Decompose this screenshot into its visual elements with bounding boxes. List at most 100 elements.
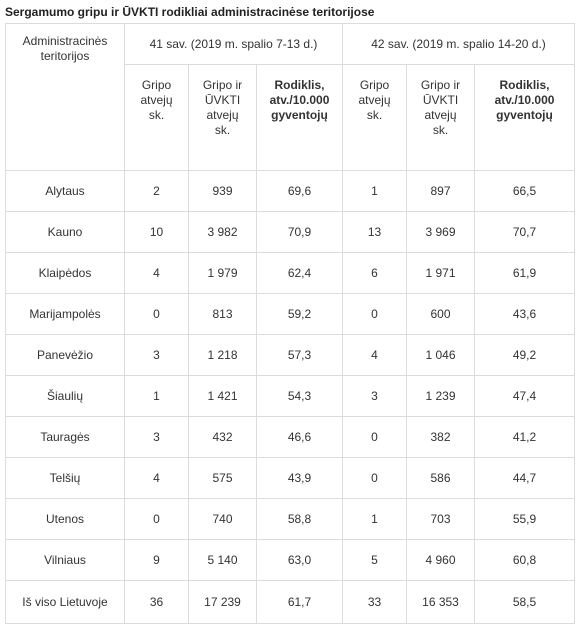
table-row: Kauno 10 3 982 70,9 13 3 969 70,7 [5, 211, 576, 253]
rate-w41: 70,9 [256, 211, 343, 253]
flu-ari-cases-w42: 3 969 [406, 211, 475, 253]
flu-cases-w41: 4 [124, 252, 189, 294]
flu-ari-cases-w41: 813 [188, 293, 257, 335]
rate-w42: 66,5 [473, 170, 576, 212]
flu-ari-cases-w41: 1 979 [188, 252, 257, 294]
flu-ari-cases-w41: 1 218 [188, 334, 257, 376]
rate-w42: 44,7 [473, 457, 576, 499]
table-row: Vilniaus 9 5 140 63,0 5 4 960 60,8 [5, 539, 576, 581]
flu-cases-w42: 6 [342, 252, 407, 294]
flu-cases-w42: 1 [342, 498, 407, 540]
table-row: Panevėžio 3 1 218 57,3 4 1 046 49,2 [5, 334, 576, 376]
flu-ari-cases-w41: 3 982 [188, 211, 257, 253]
flu-cases-w41: 3 [124, 416, 189, 458]
total-rate-w41: 61,7 [256, 580, 343, 624]
flu-ari-cases-w42: 382 [406, 416, 475, 458]
header-flu-ari-cases-w42: Gripo ir ŪVKTI atvejų sk. [406, 64, 475, 171]
flu-cases-w41: 9 [124, 539, 189, 581]
total-flu-cases-w41: 36 [124, 580, 189, 624]
header-admin-territories: Administracinės teritorijos [5, 23, 125, 171]
flu-cases-w41: 10 [124, 211, 189, 253]
rate-w41: 54,3 [256, 375, 343, 417]
flu-cases-w41: 4 [124, 457, 189, 499]
table-row: Telšių 4 575 43,9 0 586 44,7 [5, 457, 576, 499]
header-rate-w42: Rodiklis, atv./10.000 gyventojų [473, 64, 576, 171]
rate-w42: 47,4 [473, 375, 576, 417]
header-week-42: 42 sav. (2019 m. spalio 14-20 d.) [341, 23, 576, 65]
flu-ari-cases-w41: 575 [188, 457, 257, 499]
flu-ari-cases-w42: 1 239 [406, 375, 475, 417]
flu-cases-w42: 4 [342, 334, 407, 376]
flu-ari-cases-w41: 740 [188, 498, 257, 540]
table-row: Alytaus 2 939 69,6 1 897 66,5 [5, 170, 576, 212]
territory-name: Marijampolės [5, 293, 125, 335]
table-title: Sergamumo gripu ir ŪVKTI rodikliai admin… [5, 5, 375, 19]
flu-ari-cases-w42: 1 971 [406, 252, 475, 294]
flu-cases-w42: 13 [342, 211, 407, 253]
territory-name: Šiaulių [5, 375, 125, 417]
rate-w41: 57,3 [256, 334, 343, 376]
flu-cases-w41: 0 [124, 293, 189, 335]
table-row: Šiaulių 1 1 421 54,3 3 1 239 47,4 [5, 375, 576, 417]
flu-cases-w42: 0 [342, 293, 407, 335]
rate-w42: 43,6 [473, 293, 576, 335]
rate-w41: 62,4 [256, 252, 343, 294]
flu-statistics-table: Administracinės teritorijos 41 sav. (201… [5, 23, 576, 624]
header-flu-cases-w42: Gripo atvejų sk. [342, 64, 407, 171]
header-admin-line2: teritorijos [40, 49, 90, 63]
territory-name: Panevėžio [5, 334, 125, 376]
total-flu-cases-w42: 33 [342, 580, 407, 624]
flu-cases-w42: 0 [342, 416, 407, 458]
territory-name: Alytaus [5, 170, 125, 212]
flu-ari-cases-w41: 432 [188, 416, 257, 458]
territory-name: Klaipėdos [5, 252, 125, 294]
territory-name: Telšių [5, 457, 125, 499]
table-row: Tauragės 3 432 46,6 0 382 41,2 [5, 416, 576, 458]
rate-w41: 69,6 [256, 170, 343, 212]
flu-ari-cases-w42: 897 [406, 170, 475, 212]
table-row: Marijampolės 0 813 59,2 0 600 43,6 [5, 293, 576, 335]
flu-ari-cases-w42: 4 960 [406, 539, 475, 581]
rate-w41: 63,0 [256, 539, 343, 581]
flu-cases-w41: 2 [124, 170, 189, 212]
rate-w42: 61,9 [473, 252, 576, 294]
flu-ari-cases-w42: 600 [406, 293, 475, 335]
header-rate-w41: Rodiklis, atv./10.000 gyventojų [256, 64, 343, 171]
rate-w41: 43,9 [256, 457, 343, 499]
header-flu-cases-w41: Gripo atvejų sk. [124, 64, 189, 171]
flu-ari-cases-w42: 703 [406, 498, 475, 540]
total-rate-w42: 58,5 [473, 580, 576, 624]
flu-cases-w41: 3 [124, 334, 189, 376]
territory-name: Tauragės [5, 416, 125, 458]
total-label: Iš viso Lietuvoje [5, 580, 125, 624]
total-flu-ari-cases-w42: 16 353 [406, 580, 475, 624]
header-week-41: 41 sav. (2019 m. spalio 7-13 d.) [124, 23, 343, 65]
rate-w42: 60,8 [473, 539, 576, 581]
flu-cases-w42: 5 [342, 539, 407, 581]
territory-name: Kauno [5, 211, 125, 253]
flu-cases-w42: 0 [342, 457, 407, 499]
table-row: Utenos 0 740 58,8 1 703 55,9 [5, 498, 576, 540]
rate-w42: 55,9 [473, 498, 576, 540]
territory-name: Vilniaus [5, 539, 125, 581]
rate-w41: 46,6 [256, 416, 343, 458]
flu-cases-w42: 1 [342, 170, 407, 212]
rate-w42: 70,7 [473, 211, 576, 253]
flu-ari-cases-w41: 5 140 [188, 539, 257, 581]
flu-ari-cases-w42: 586 [406, 457, 475, 499]
rate-w42: 41,2 [473, 416, 576, 458]
flu-ari-cases-w41: 1 421 [188, 375, 257, 417]
rate-w41: 59,2 [256, 293, 343, 335]
flu-ari-cases-w42: 1 046 [406, 334, 475, 376]
rate-w41: 58,8 [256, 498, 343, 540]
header-flu-ari-cases-w41: Gripo ir ŪVKTI atvejų sk. [188, 64, 257, 171]
total-row: Iš viso Lietuvoje 36 17 239 61,7 33 16 3… [5, 580, 576, 624]
rate-w42: 49,2 [473, 334, 576, 376]
territory-name: Utenos [5, 498, 125, 540]
header-admin-line1: Administracinės [22, 34, 108, 48]
table-row: Klaipėdos 4 1 979 62,4 6 1 971 61,9 [5, 252, 576, 294]
total-flu-ari-cases-w41: 17 239 [188, 580, 257, 624]
flu-cases-w41: 0 [124, 498, 189, 540]
flu-cases-w42: 3 [342, 375, 407, 417]
flu-ari-cases-w41: 939 [188, 170, 257, 212]
